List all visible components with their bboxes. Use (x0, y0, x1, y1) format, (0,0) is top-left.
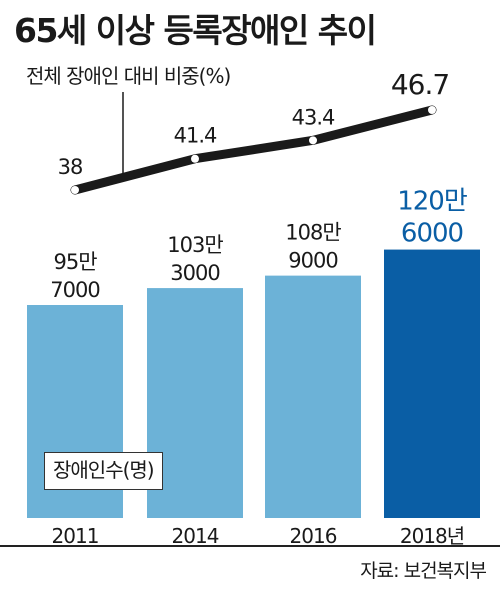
bottom-rule (0, 545, 500, 547)
x-tick-label: 2016 (290, 524, 337, 548)
bar-2014 (147, 288, 243, 518)
bar-2018년 (384, 249, 480, 518)
labels-layer: 95만 7000 2011 103만 3000 2014 108만 9000 2016 120만6… (50, 68, 468, 548)
line-series-label: 전체 장애인 대비 비중(%) (26, 64, 231, 88)
source-note: 자료: 보건복지부 (360, 560, 487, 582)
ratio-point (428, 106, 436, 114)
bar-value-label: 103만 (167, 233, 223, 257)
ratio-value-label: 41.4 (174, 124, 217, 148)
ratio-line (70, 105, 437, 195)
ratio-value-label: 43.4 (292, 105, 335, 129)
bar-series-legend: 장애인수(명) (44, 452, 163, 490)
ratio-value-label: 38 (58, 155, 83, 179)
bar-value-label: 9000 (288, 249, 337, 273)
x-tick-label: 2018년 (400, 524, 464, 548)
bar-value-label: 108만 (285, 221, 341, 245)
ratio-value-label: 46.7 (391, 68, 449, 101)
bar-2016 (265, 275, 361, 518)
bars-layer (27, 249, 480, 518)
bar-value-label: 95만 (53, 250, 97, 274)
x-tick-label: 2014 (172, 524, 219, 548)
chart-title: 65세 이상 등록장애인 추이 (14, 11, 377, 50)
bar-value-label: 6000 (401, 219, 463, 249)
bar-value-label: 120만 (397, 187, 467, 217)
ratio-point (191, 154, 199, 163)
ratio-point (309, 136, 317, 145)
bar-value-label: 3000 (170, 261, 219, 285)
line-layer (70, 92, 437, 195)
ratio-point (71, 186, 79, 194)
bar-value-label: 7000 (50, 278, 99, 302)
x-tick-label: 2011 (52, 524, 99, 548)
